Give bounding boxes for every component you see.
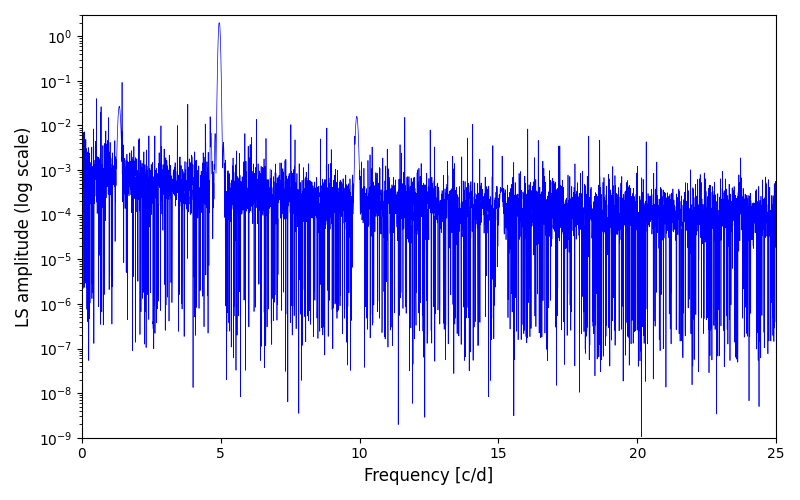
X-axis label: Frequency [c/d]: Frequency [c/d] [364, 467, 494, 485]
Y-axis label: LS amplitude (log scale): LS amplitude (log scale) [15, 126, 33, 326]
